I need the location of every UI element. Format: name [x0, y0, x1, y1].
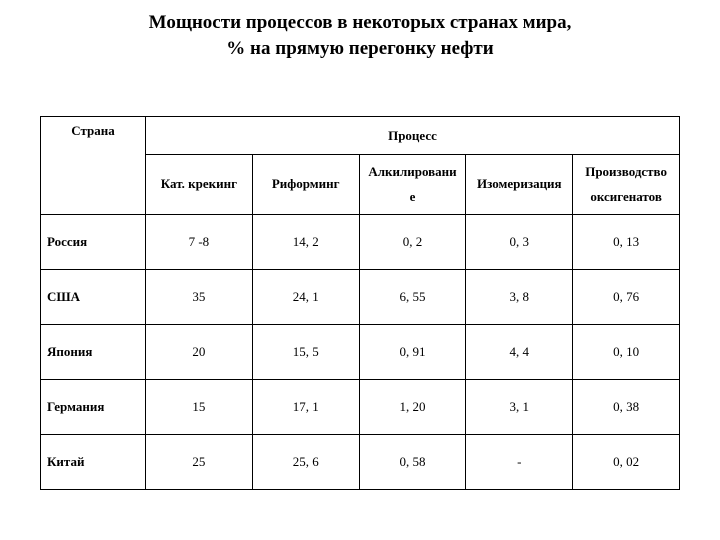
cell: 0, 2	[359, 215, 466, 270]
header-col-2: Алкилирование	[359, 155, 466, 215]
cell: -	[466, 435, 573, 490]
row-label: США	[41, 270, 146, 325]
header-country: Страна	[41, 117, 146, 215]
table-row: Япония 20 15, 5 0, 91 4, 4 0, 10	[41, 325, 680, 380]
cell: 0, 3	[466, 215, 573, 270]
cell: 0, 76	[573, 270, 680, 325]
cell: 1, 20	[359, 380, 466, 435]
cell: 0, 58	[359, 435, 466, 490]
row-label: Россия	[41, 215, 146, 270]
table-row: Россия 7 -8 14, 2 0, 2 0, 3 0, 13	[41, 215, 680, 270]
cell: 25	[146, 435, 253, 490]
header-col-4: Производствооксигенатов	[573, 155, 680, 215]
cell: 25, 6	[252, 435, 359, 490]
header-col-0: Кат. крекинг	[146, 155, 253, 215]
header-col-1: Риформинг	[252, 155, 359, 215]
page-title: Мощности процессов в некоторых странах м…	[40, 10, 680, 61]
title-line-2: % на прямую перегонку нефти	[226, 38, 493, 59]
cell: 14, 2	[252, 215, 359, 270]
row-label: Китай	[41, 435, 146, 490]
cell: 0, 13	[573, 215, 680, 270]
header-process: Процесс	[146, 117, 680, 155]
cell: 6, 55	[359, 270, 466, 325]
row-label: Германия	[41, 380, 146, 435]
table-body: Россия 7 -8 14, 2 0, 2 0, 3 0, 13 США 35…	[41, 215, 680, 490]
cell: 17, 1	[252, 380, 359, 435]
title-line-1: Мощности процессов в некоторых странах м…	[149, 12, 572, 33]
cell: 0, 10	[573, 325, 680, 380]
cell: 0, 38	[573, 380, 680, 435]
cell: 4, 4	[466, 325, 573, 380]
cell: 24, 1	[252, 270, 359, 325]
cell: 15	[146, 380, 253, 435]
table-row: США 35 24, 1 6, 55 3, 8 0, 76	[41, 270, 680, 325]
cell: 3, 1	[466, 380, 573, 435]
data-table: Страна Процесс Кат. крекинг Риформинг Ал…	[40, 116, 680, 490]
cell: 35	[146, 270, 253, 325]
cell: 0, 91	[359, 325, 466, 380]
table-row: Германия 15 17, 1 1, 20 3, 1 0, 38	[41, 380, 680, 435]
row-label: Япония	[41, 325, 146, 380]
cell: 7 -8	[146, 215, 253, 270]
cell: 20	[146, 325, 253, 380]
cell: 0, 02	[573, 435, 680, 490]
cell: 15, 5	[252, 325, 359, 380]
cell: 3, 8	[466, 270, 573, 325]
header-col-3: Изомеризация	[466, 155, 573, 215]
table-row: Китай 25 25, 6 0, 58 - 0, 02	[41, 435, 680, 490]
